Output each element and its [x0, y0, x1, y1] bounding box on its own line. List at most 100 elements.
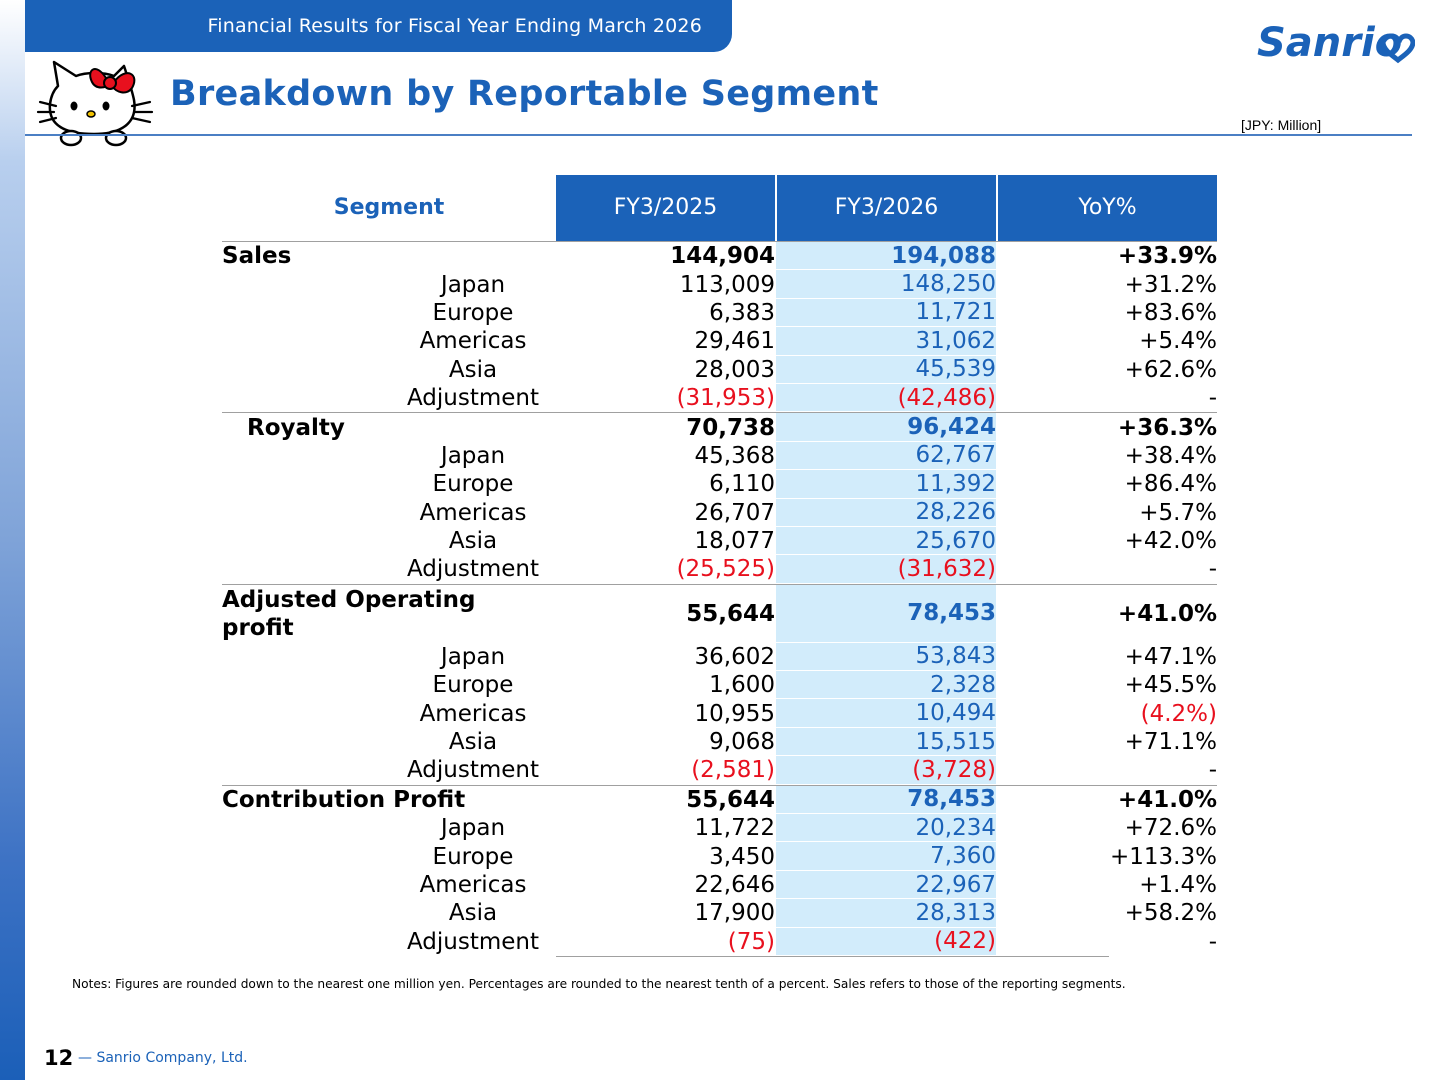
row-label: Americas [419, 328, 527, 355]
value-fy2026: 11,721 [776, 298, 996, 328]
section-total-row: Royalty 70,738 96,424 +36.3% [222, 413, 1217, 442]
value-fy2025: 3,450 [709, 843, 775, 870]
table-section: Sales 144,904 194,088 +33.9% Japan 113,009 148… [222, 241, 1217, 413]
value-fy2025: 45,368 [694, 442, 775, 469]
row-label: Europe [432, 672, 514, 699]
value-fy2025: 29,461 [694, 328, 775, 355]
section-label-text: Sales [222, 243, 292, 270]
row-label: Japan [440, 815, 506, 842]
value-fy2025: 11,722 [694, 815, 775, 842]
value-fy2026: 28,313 [776, 899, 996, 928]
value-fy2025: 28,003 [694, 356, 775, 383]
value-yoy: +38.4% [1124, 442, 1217, 469]
section-label-text: Adjusted Operating profit [222, 586, 476, 641]
value-fy2025: 6,383 [709, 299, 775, 326]
table-row: Asia 18,077 25,670 +42.0% [222, 526, 1217, 556]
row-label: Adjustment [406, 757, 540, 784]
value-yoy: +71.1% [1124, 729, 1217, 756]
value-fy2025: 10,955 [694, 700, 775, 727]
value-fy2026: 78,453 [776, 785, 996, 815]
segment-table: Segment FY3/2025 FY3/2026 YoY% Sales 144,… [222, 175, 1217, 957]
table-row: Americas 10,955 10,494 (4.2%) [222, 699, 1217, 728]
table-section: Adjusted Operating profit 55,644 78,453 +41… [222, 583, 1217, 785]
value-fy2025: 70,738 [686, 414, 775, 441]
value-yoy: +1.4% [1139, 872, 1217, 898]
section-total-row: Sales 144,904 194,088 +33.9% [222, 242, 1217, 271]
value-yoy: +86.4% [1124, 471, 1217, 498]
value-yoy: +83.6% [1124, 299, 1217, 326]
section-label: Adjusted Operating profit [222, 585, 556, 643]
section-label-text: Royalty [247, 414, 345, 441]
row-label: Europe [432, 843, 514, 870]
row-label: Japan [440, 643, 506, 670]
row-label: Americas [419, 499, 527, 526]
table-row: Europe 3,450 7,360 +113.3% [222, 842, 1217, 871]
value-fy2025: (2,581) [691, 757, 775, 784]
table-row: Americas 29,461 31,062 +5.4% [222, 327, 1217, 356]
row-label: Americas [419, 872, 527, 898]
value-fy2025: (31,953) [676, 385, 775, 412]
value-fy2026: 78,453 [776, 584, 996, 643]
table-row: Adjustment (75) (422) - [222, 927, 1217, 956]
notes: Notes: Figures are rounded down to the n… [72, 977, 1126, 991]
row-label: Asia [448, 900, 498, 927]
row-label: Adjustment [406, 928, 540, 955]
hello-kitty-icon [36, 60, 154, 147]
table-row: Europe 6,110 11,392 +86.4% [222, 470, 1217, 499]
table-bottom-rule [556, 955, 1109, 957]
row-label: Adjustment [406, 556, 540, 583]
value-fy2025: 22,646 [694, 872, 775, 898]
value-yoy: - [1208, 385, 1217, 412]
value-fy2026: 2,328 [776, 671, 996, 700]
value-yoy: +41.0% [1117, 786, 1217, 813]
value-fy2025: 113,009 [679, 271, 775, 298]
value-fy2026: 31,062 [776, 327, 996, 356]
value-fy2026: (31,632) [776, 555, 996, 584]
table-row: Adjustment (2,581) (3,728) - [222, 756, 1217, 785]
value-yoy: +113.3% [1110, 843, 1217, 870]
value-fy2026: 45,539 [776, 355, 996, 384]
value-fy2026: 11,392 [776, 470, 996, 499]
value-yoy: - [1208, 556, 1217, 583]
table-row: Adjustment (31,953) (42,486) - [222, 383, 1217, 413]
section-total-row: Adjusted Operating profit 55,644 78,453 +41… [222, 584, 1217, 643]
table-header: Segment FY3/2025 FY3/2026 YoY% [222, 175, 1217, 241]
table-row: Europe 6,383 11,721 +83.6% [222, 298, 1217, 328]
value-fy2026: 15,515 [776, 727, 996, 757]
value-yoy: - [1208, 928, 1217, 955]
value-fy2026: 22,967 [776, 870, 996, 900]
value-yoy: +58.2% [1124, 900, 1217, 927]
table-row: Americas 22,646 22,967 +1.4% [222, 870, 1217, 900]
table-row: Europe 1,600 2,328 +45.5% [222, 671, 1217, 700]
table-row: Japan 113,009 148,250 +31.2% [222, 270, 1217, 299]
value-fy2026: 96,424 [776, 413, 996, 442]
value-fy2026: 25,670 [776, 526, 996, 556]
table-row: Asia 9,068 15,515 +71.1% [222, 727, 1217, 757]
table-body: Sales 144,904 194,088 +33.9% Japan 113,009 148… [222, 241, 1217, 956]
value-fy2026: 20,234 [776, 814, 996, 843]
value-fy2025: 55,644 [686, 600, 775, 627]
page-number: 12 [44, 1046, 74, 1070]
row-label: Asia [448, 528, 498, 555]
value-fy2026: 7,360 [776, 842, 996, 871]
header-tab: Financial Results for Fiscal Year Ending… [25, 0, 732, 52]
row-label: Asia [448, 729, 498, 756]
table-row: Americas 26,707 28,226 +5.7% [222, 498, 1217, 527]
value-fy2026: (42,486) [776, 383, 996, 413]
value-yoy: +5.7% [1139, 499, 1217, 526]
value-yoy: +33.9% [1117, 243, 1217, 270]
value-fy2025: 26,707 [694, 499, 775, 526]
value-fy2025: 17,900 [694, 900, 775, 927]
header-segment: Segment [333, 195, 445, 220]
row-label: Japan [440, 442, 506, 469]
value-fy2026: 28,226 [776, 498, 996, 527]
value-yoy: +41.0% [1117, 600, 1217, 627]
value-yoy: +72.6% [1124, 815, 1217, 842]
value-yoy: +47.1% [1124, 643, 1217, 670]
table-row: Japan 11,722 20,234 +72.6% [222, 814, 1217, 843]
table-row: Adjustment (25,525) (31,632) - [222, 555, 1217, 584]
table-row: Japan 45,368 62,767 +38.4% [222, 441, 1217, 471]
row-label: Europe [432, 299, 514, 326]
value-fy2026: (422) [776, 927, 996, 956]
value-fy2025: (75) [727, 928, 775, 955]
